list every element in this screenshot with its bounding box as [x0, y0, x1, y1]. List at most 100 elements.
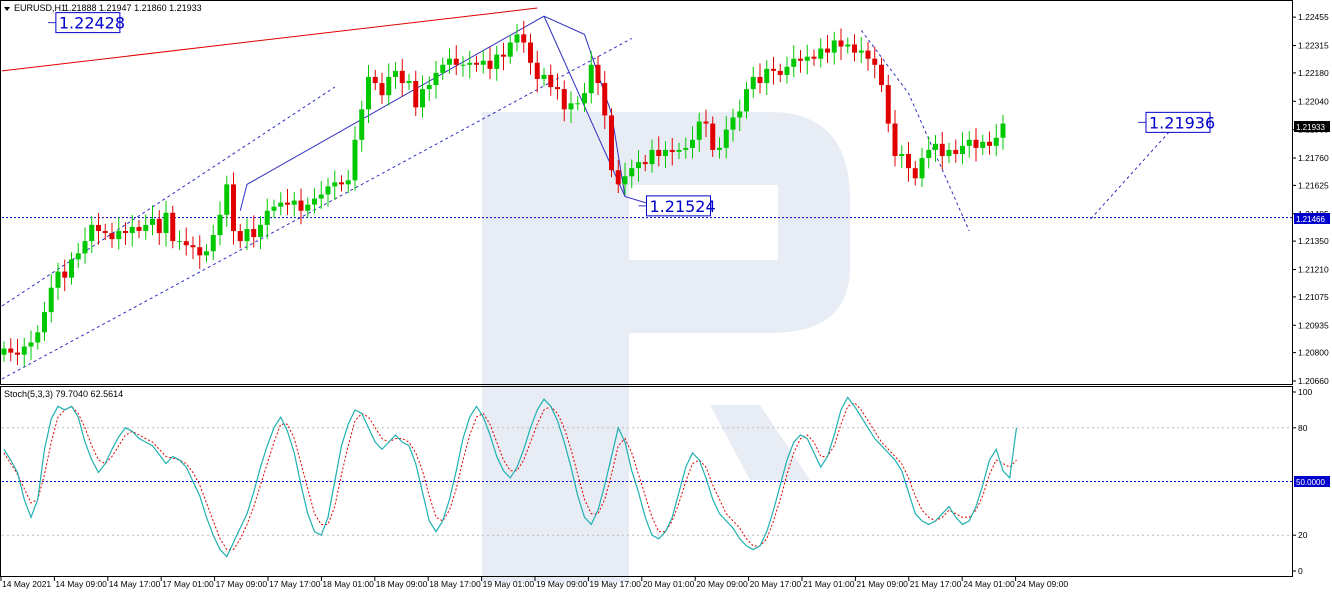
candle — [231, 172, 236, 245]
candle — [521, 20, 527, 53]
time-tick-label: 17 May 09:00 — [216, 579, 268, 589]
candle-body — [615, 170, 621, 185]
candle-body — [467, 62, 473, 65]
candle — [750, 66, 756, 98]
stoch-tick-label: 0 — [1298, 566, 1303, 576]
watermark-logo — [482, 112, 850, 582]
candle — [804, 44, 810, 75]
candle-body — [521, 34, 527, 43]
candle — [453, 45, 459, 76]
candle — [548, 64, 554, 96]
candle — [440, 57, 446, 80]
time-tick-label: 18 May 09:00 — [376, 579, 428, 589]
candle-body — [919, 158, 925, 179]
candle — [177, 230, 182, 250]
candle — [183, 227, 189, 256]
candle-body — [575, 103, 581, 105]
candle — [501, 42, 506, 71]
time-tick-label: 20 May 17:00 — [750, 579, 802, 589]
candle-body — [825, 48, 830, 53]
candle — [575, 96, 581, 111]
annotation-box — [646, 195, 711, 217]
candle-body — [285, 202, 290, 205]
candle-body — [933, 143, 938, 150]
candle-body — [609, 115, 614, 171]
candle-body — [602, 83, 608, 116]
candle-body — [305, 204, 311, 211]
candle-body — [541, 74, 547, 79]
candle — [217, 201, 223, 246]
candle — [48, 274, 54, 323]
candle — [136, 219, 142, 239]
candle-body — [980, 141, 986, 148]
price-tick-label: 1.22315 — [1298, 41, 1329, 51]
candle — [690, 126, 695, 159]
candles[interactable] — [1, 20, 1006, 367]
candle-body — [764, 68, 770, 84]
candle — [332, 170, 338, 200]
candle — [717, 137, 722, 159]
stoch-tick-label: 100 — [1298, 387, 1312, 397]
candle-body — [264, 210, 270, 225]
candle-body — [150, 218, 155, 225]
candle-body — [42, 312, 47, 333]
candle — [264, 198, 270, 239]
candle-body — [568, 103, 574, 110]
time-tick-label: 21 May 09:00 — [856, 579, 908, 589]
candle — [420, 75, 425, 118]
candle — [872, 46, 878, 79]
candle-body — [966, 139, 972, 146]
stochastic-lines — [3, 396, 1018, 558]
candle — [953, 139, 959, 163]
annotation-text: 1.21524 — [650, 197, 716, 216]
candle — [602, 71, 608, 130]
candle-body — [973, 139, 979, 148]
candle — [325, 177, 331, 207]
candle — [791, 45, 797, 78]
candle-body — [845, 44, 851, 47]
candle-body — [494, 54, 500, 69]
candle — [892, 109, 898, 167]
candle — [123, 222, 128, 245]
candle-body — [737, 111, 743, 118]
time-tick-label: 14 May 2021 — [2, 579, 51, 589]
candle — [393, 62, 398, 89]
candle-body — [899, 153, 905, 156]
annotation-text: 1.21936 — [1149, 113, 1215, 132]
candle — [906, 142, 911, 182]
candle-body — [690, 139, 695, 148]
candle-body — [224, 184, 230, 215]
stoch-tick-label: 80 — [1298, 423, 1308, 433]
candle-body — [885, 85, 891, 124]
candle-body — [426, 85, 432, 90]
candle — [885, 74, 891, 133]
time-axis: 14 May 2021 14 May 09:00 14 May 17:00 17 Ma… — [0, 577, 1068, 589]
candle-body — [872, 58, 878, 65]
candle — [352, 126, 358, 191]
candle — [82, 227, 88, 264]
dropdown-triangle-icon[interactable] — [4, 7, 10, 11]
candle — [528, 33, 533, 75]
candle — [831, 31, 837, 65]
candle — [129, 214, 135, 247]
candle-body — [386, 76, 392, 96]
candle — [372, 69, 378, 91]
time-tick-label: 14 May 17:00 — [109, 579, 161, 589]
candle-body — [48, 287, 54, 313]
candle-body — [838, 40, 844, 47]
candle-body — [210, 235, 216, 252]
candle-body — [62, 271, 68, 278]
candle-body — [55, 271, 61, 288]
candle — [55, 262, 61, 300]
candle — [305, 197, 311, 218]
candle — [514, 24, 520, 52]
candle — [42, 301, 47, 342]
candle — [379, 72, 385, 104]
time-tick-label: 21 May 01:00 — [803, 579, 855, 589]
stoch-main-line — [3, 396, 1018, 558]
candle-body — [487, 60, 493, 69]
candle — [818, 38, 824, 68]
candle — [96, 212, 101, 245]
candle-body — [204, 251, 209, 256]
candle — [474, 55, 479, 72]
